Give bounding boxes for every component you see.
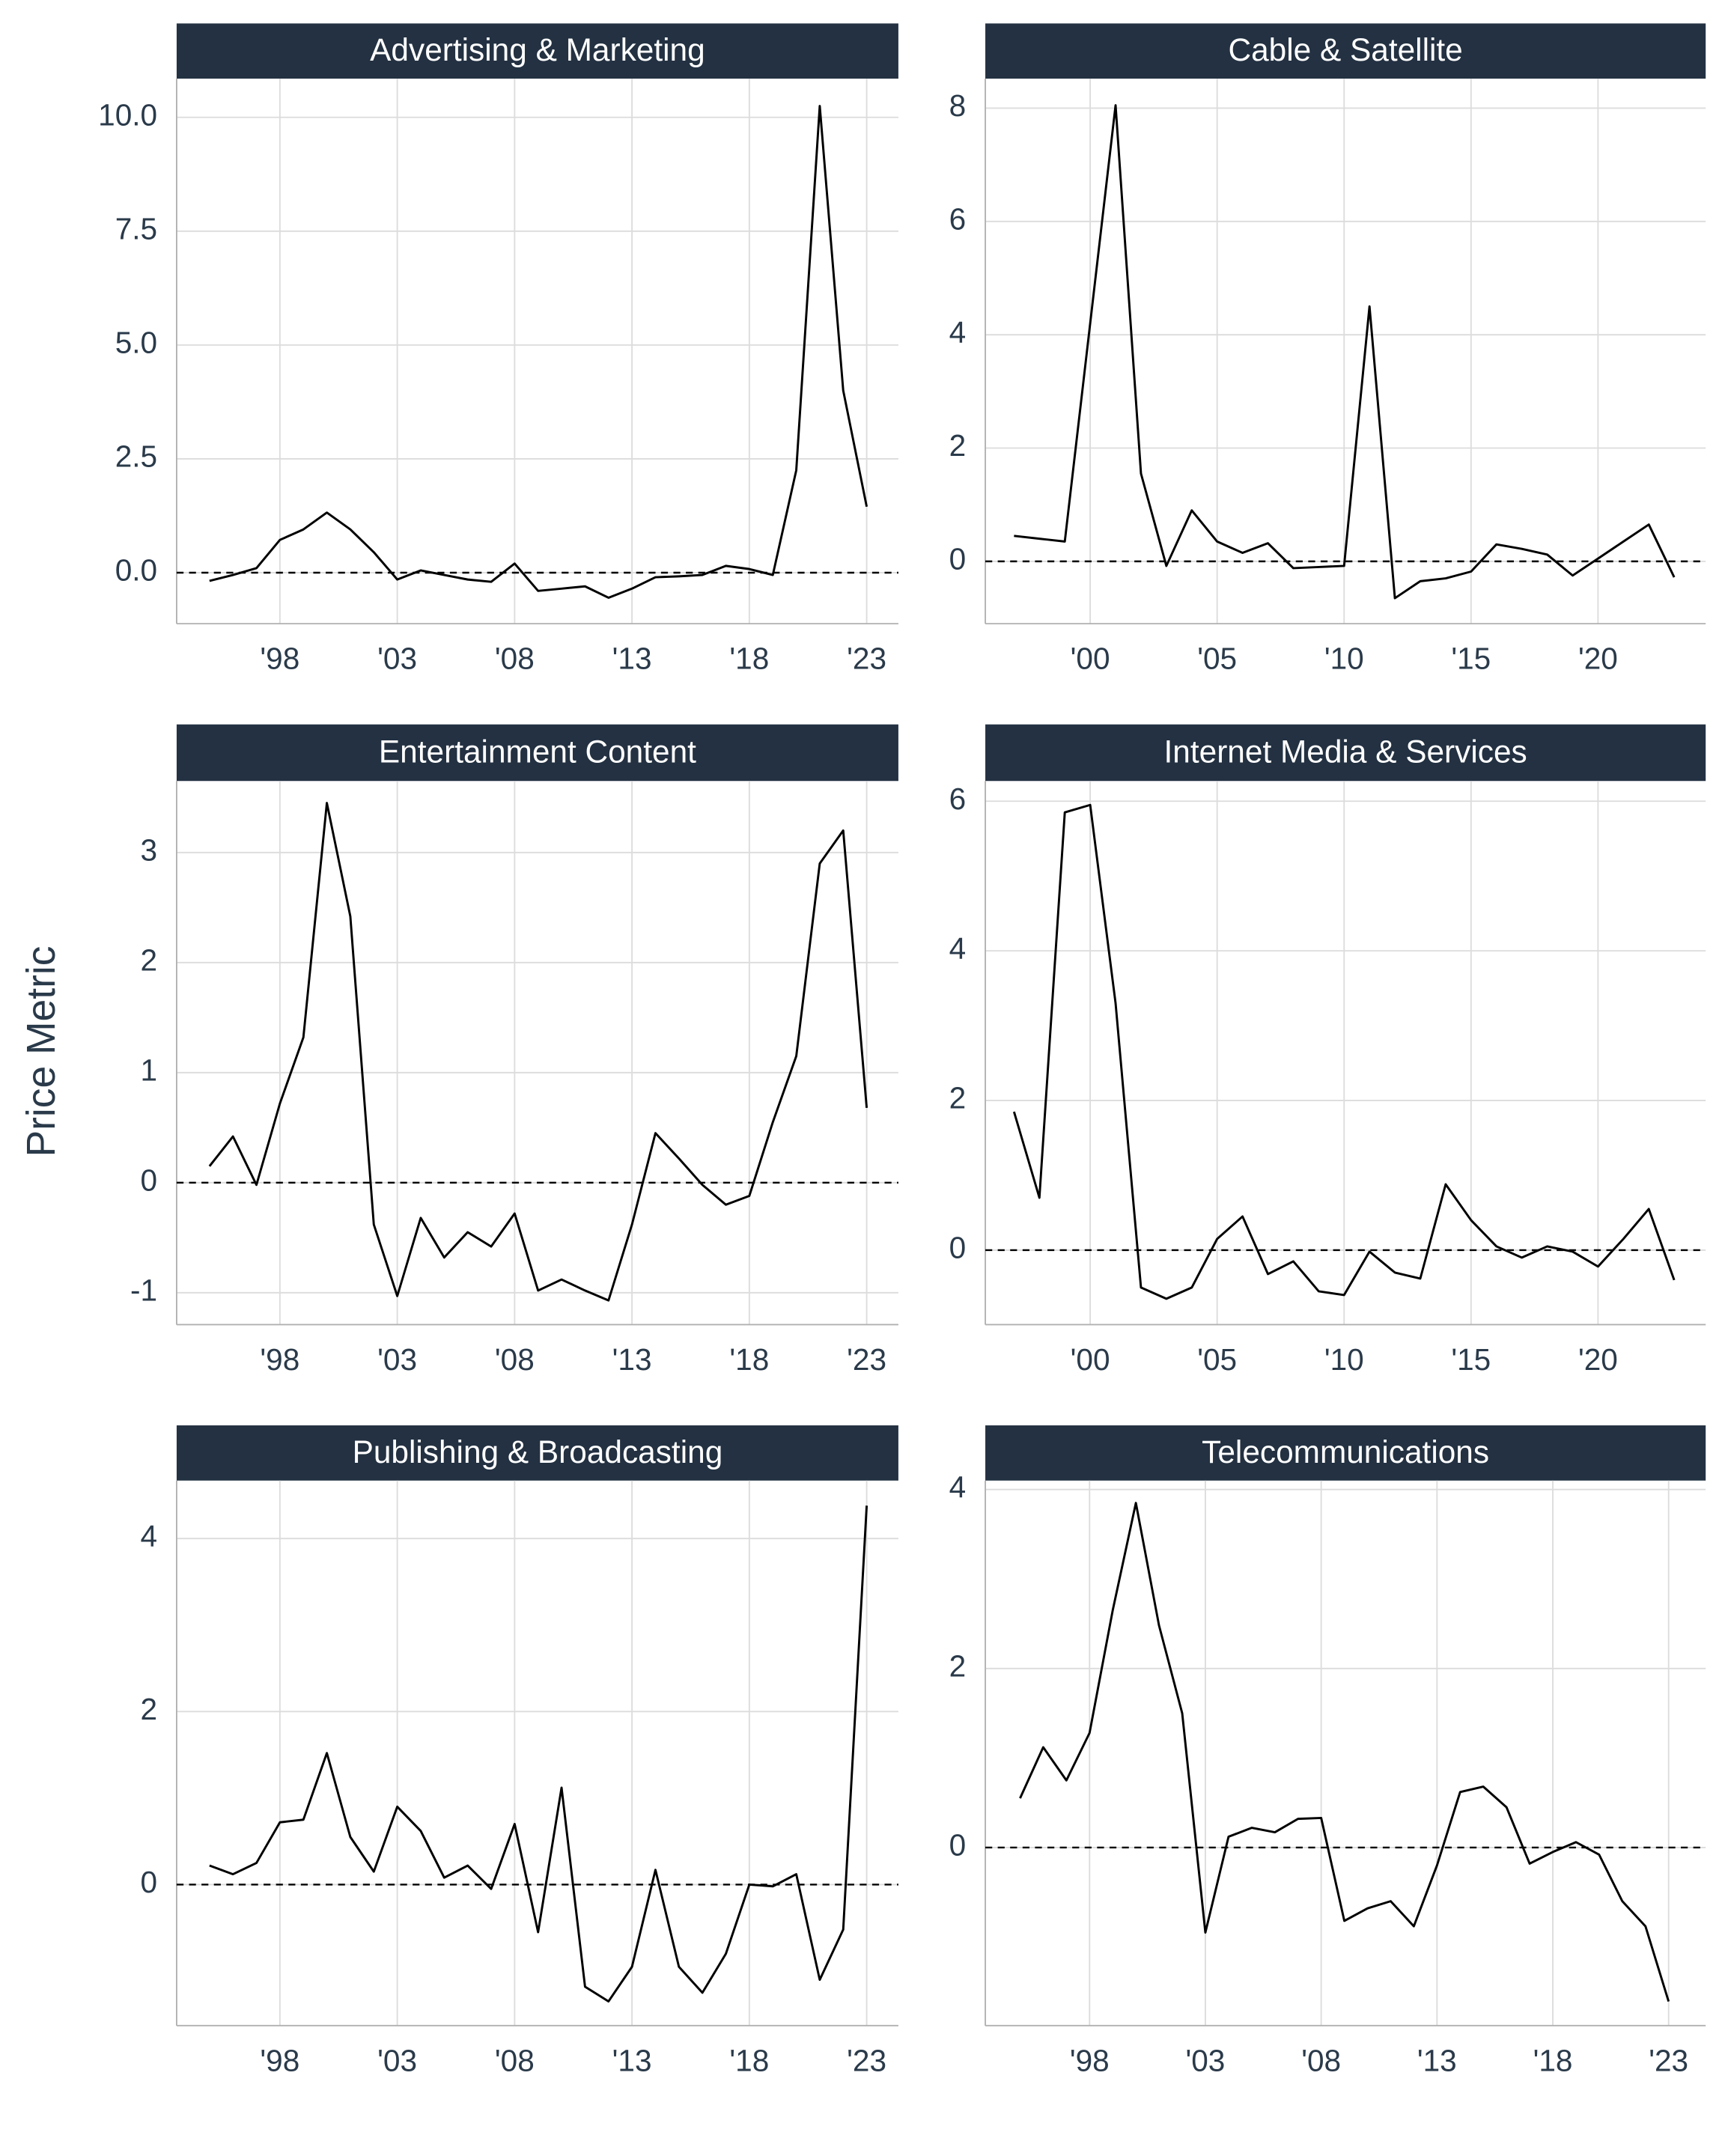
data-line: [209, 1505, 868, 2003]
x-tick-label: '05: [1197, 1342, 1237, 1377]
strip: [176, 23, 898, 79]
x-tick-label: '98: [260, 2043, 299, 2077]
x-tick-label: '18: [729, 642, 769, 676]
x-tick-label: '23: [847, 2043, 886, 2077]
panel-title: Advertising & Marketing: [370, 32, 705, 67]
x-tick-label: '03: [377, 1342, 417, 1377]
x-tick-label: '20: [1578, 1342, 1618, 1377]
x-tick-label: '00: [1071, 1342, 1110, 1377]
x-tick-label: '15: [1451, 1342, 1491, 1377]
data-line: [208, 802, 868, 1302]
y-tick-label: 4: [949, 1470, 967, 1504]
data-line: [209, 105, 868, 599]
x-tick-label: '18: [1533, 2043, 1573, 2077]
strip: [176, 1425, 898, 1481]
panel-title: Entertainment Content: [379, 734, 696, 770]
x-tick-label: '20: [1578, 642, 1618, 676]
panel: Entertainment Content -1 0 1 2 3 '98 '03 '08 '13 '…: [130, 724, 898, 1377]
x-tick-label: '03: [377, 642, 417, 676]
y-tick-label: 2: [141, 1692, 158, 1726]
y-tick-label: 2: [949, 1081, 967, 1115]
x-tick-label: '23: [847, 1342, 886, 1377]
y-tick-label: 6: [949, 202, 967, 237]
x-tick-label: '05: [1197, 642, 1237, 676]
y-tick-label: 0: [141, 1865, 158, 1899]
panel: Publishing & Broadcasting 0 2 4 '98 '03 '08 '13…: [141, 1425, 898, 2077]
x-tick-label: '13: [612, 1342, 652, 1377]
y-tick-label: 8: [949, 88, 967, 123]
y-tick-label: 6: [949, 782, 967, 816]
x-tick-label: '03: [377, 2043, 417, 2077]
y-tick-label: 0: [949, 1828, 967, 1863]
x-tick-label: '18: [729, 1342, 769, 1377]
data-line: [1019, 1502, 1670, 2002]
x-tick-label: '08: [495, 2043, 535, 2077]
y-tick-label: 2.5: [115, 439, 157, 474]
y-tick-label: 1: [141, 1053, 158, 1088]
strip: [985, 724, 1706, 782]
x-tick-label: '15: [1451, 642, 1491, 676]
y-tick-label: 10.0: [98, 97, 157, 132]
panel-title: Internet Media & Services: [1164, 734, 1527, 770]
x-tick-label: '10: [1324, 642, 1364, 676]
y-tick-label: 4: [949, 315, 967, 350]
x-tick-label: '18: [729, 2043, 769, 2077]
panel: Cable & Satellite 0 2 4 6 8 '00 '05 '10 '15 '20: [949, 23, 1706, 676]
x-tick-label: '23: [847, 642, 886, 676]
y-tick-label: 0: [949, 1231, 967, 1265]
x-tick-label: '08: [495, 642, 535, 676]
x-tick-label: '13: [612, 642, 652, 676]
x-tick-label: '98: [1070, 2043, 1110, 2077]
data-line: [1014, 104, 1676, 600]
y-tick-label: 0.0: [115, 553, 157, 588]
y-tick-label: 4: [141, 1519, 158, 1553]
panel: Advertising & Marketing 0.0 2.5 5.0 7.5 10.0 '…: [98, 23, 898, 676]
data-line: [1012, 803, 1676, 1300]
x-tick-label: '98: [260, 642, 299, 676]
y-tick-label: 4: [949, 931, 967, 966]
y-tick-label: -1: [130, 1273, 157, 1308]
y-tick-label: 3: [141, 833, 158, 868]
x-tick-label: '13: [1417, 2043, 1457, 2077]
x-tick-label: '03: [1186, 2043, 1226, 2077]
y-tick-label: 2: [949, 1649, 967, 1684]
y-tick-label: 2: [949, 428, 967, 463]
x-tick-label: '13: [612, 2043, 652, 2077]
strip: [176, 724, 898, 782]
x-tick-label: '10: [1324, 1342, 1364, 1377]
panel-title: Publishing & Broadcasting: [353, 1434, 723, 1470]
x-tick-label: '08: [495, 1342, 535, 1377]
strip: [985, 23, 1706, 79]
x-tick-label: '08: [1301, 2043, 1341, 2077]
y-tick-label: 5.0: [115, 326, 157, 360]
strip: [985, 1425, 1706, 1481]
panel-title: Cable & Satellite: [1228, 32, 1462, 67]
y-tick-label: 7.5: [115, 212, 157, 246]
panel: Internet Media & Services 0 2 4 6 '00 '05 '10 '1…: [949, 724, 1706, 1377]
panel: Telecommunications 0 2 4 '98 '03 '08 '13 '18 '23: [949, 1425, 1706, 2077]
panel-title: Telecommunications: [1202, 1434, 1489, 1470]
y-tick-label: 0: [141, 1163, 158, 1198]
x-tick-label: '23: [1649, 2043, 1688, 2077]
y-axis-label: Price Metric: [19, 945, 64, 1157]
y-tick-label: 2: [141, 943, 158, 978]
x-tick-label: '98: [260, 1342, 299, 1377]
y-tick-label: 0: [949, 542, 967, 576]
x-tick-label: '00: [1071, 642, 1110, 676]
